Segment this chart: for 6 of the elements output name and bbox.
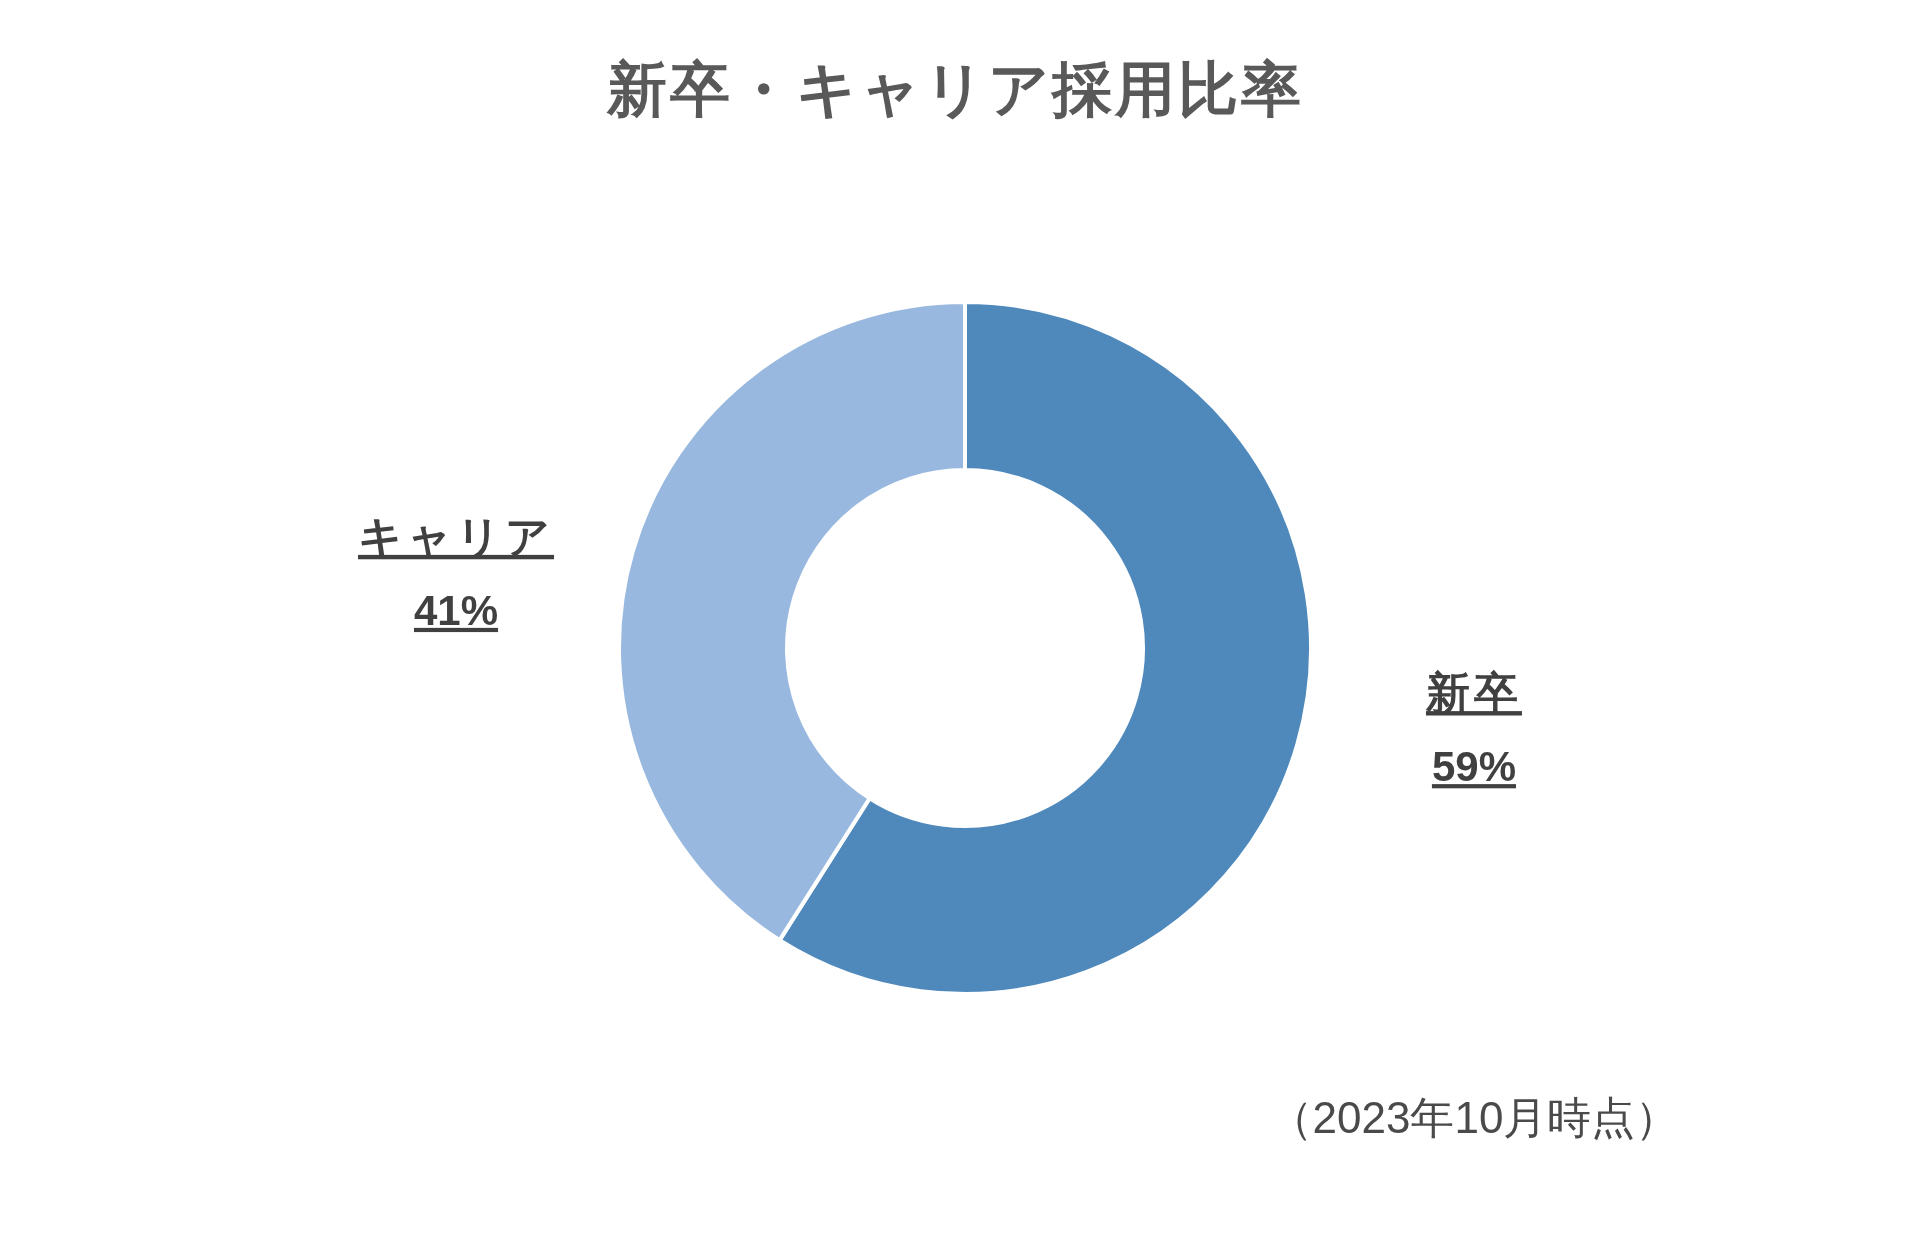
slice-label: キャリア (358, 511, 555, 561)
text: （2023年10月時点） (1268, 1093, 1680, 1142)
slice-label: 新卒 (1424, 668, 1522, 718)
data-label: 41% (414, 586, 499, 634)
data-label: 59% (1431, 743, 1516, 791)
chart-title: 新卒・キャリア採用比率 (605, 56, 1304, 123)
